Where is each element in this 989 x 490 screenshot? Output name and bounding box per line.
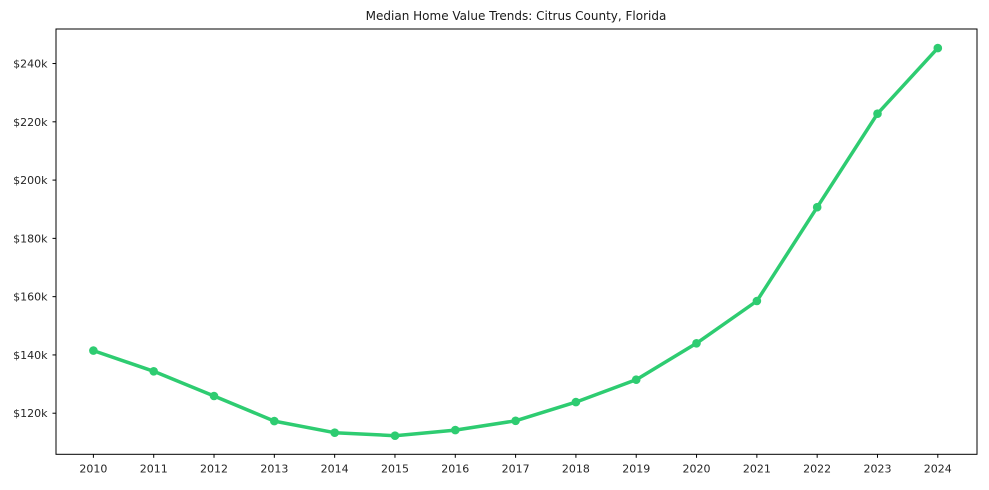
y-axis-tick-label: $160k: [13, 291, 48, 304]
x-axis-tick-label: 2019: [622, 462, 650, 475]
data-point-marker: [390, 431, 400, 441]
x-axis-tick-label: 2020: [683, 462, 711, 475]
plot-area-border: [55, 28, 978, 455]
data-point-marker: [451, 425, 460, 435]
data-point-marker: [692, 339, 701, 348]
data-point-marker: [631, 375, 641, 385]
x-axis-tick-label: 2021: [743, 462, 771, 475]
y-axis-tick-label: $140k: [13, 349, 48, 362]
x-axis-tick-label: 2022: [803, 462, 831, 475]
x-axis-tick-label: 2015: [381, 462, 409, 475]
y-axis-tick-label: $220k: [13, 116, 48, 129]
data-point-marker: [873, 109, 882, 118]
x-axis-tick-label: 2012: [200, 462, 228, 475]
data-point-marker: [330, 428, 340, 438]
data-point-marker: [89, 346, 98, 355]
y-axis-tick-label: $180k: [13, 232, 48, 245]
x-axis-tick-label: 2024: [924, 462, 952, 475]
x-axis-tick-label: 2023: [863, 462, 891, 475]
x-axis-tick-label: 2017: [502, 462, 530, 475]
data-point-marker: [209, 391, 219, 401]
y-axis-tick-label: $200k: [13, 174, 48, 187]
data-point-marker: [270, 416, 279, 426]
data-point-marker: [149, 367, 158, 376]
chart-title: Median Home Value Trends: Citrus County,…: [365, 9, 667, 23]
data-point-marker: [511, 416, 520, 426]
x-axis-tick-label: 2014: [321, 462, 349, 475]
y-axis-tick-label: $240k: [13, 58, 48, 71]
x-axis-tick-label: 2013: [260, 462, 288, 475]
x-axis-tick-label: 2016: [441, 462, 469, 475]
data-point-marker: [812, 202, 822, 212]
y-axis-tick-label: $120k: [13, 407, 48, 420]
x-axis-tick-label: 2010: [79, 462, 107, 475]
data-point-marker: [933, 43, 943, 53]
x-axis-tick-label: 2011: [140, 462, 168, 475]
data-point-marker: [571, 397, 581, 407]
data-point-marker: [752, 296, 762, 306]
x-axis-tick-label: 2018: [562, 462, 590, 475]
